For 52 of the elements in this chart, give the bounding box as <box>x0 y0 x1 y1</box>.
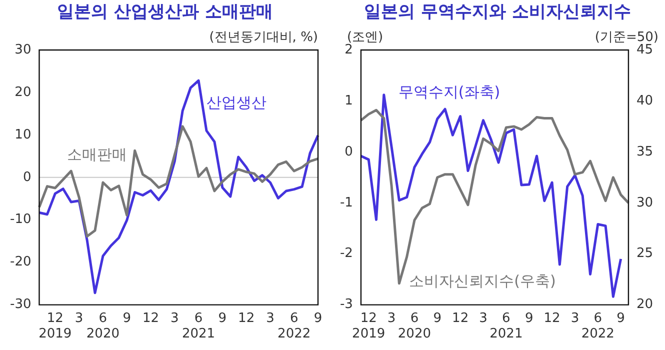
chart-title: 일본의 무역수지와 소비자신뢰지수 <box>363 1 632 24</box>
x-tick-label: 12 2019 <box>38 310 72 342</box>
x-tick-label: 3 <box>170 310 179 326</box>
y-tick-label: -20 <box>10 254 32 270</box>
x-tick-label: 6 2020 <box>398 310 432 342</box>
series-label: 소매판매 <box>67 146 128 164</box>
x-tick-label: 6 2021 <box>182 310 216 342</box>
x-tick-label: 6 2021 <box>490 310 523 342</box>
x-tick-label: 6 2022 <box>581 310 614 342</box>
x-tick-label: 6 2020 <box>86 310 120 342</box>
x-tick-label: 9 <box>218 310 227 326</box>
x-tick-label: 9 <box>433 310 442 326</box>
x-tick-label: 3 <box>479 310 488 326</box>
x-tick-label: 3 <box>387 310 396 326</box>
y-tick-label: -10 <box>10 212 32 228</box>
x-tick-label: 9 <box>524 310 534 326</box>
y-tick-label: -2 <box>340 246 353 262</box>
y2-axis-title: (기준=50) <box>594 30 658 45</box>
y-tick-label: 10 <box>14 127 32 142</box>
y2-tick-label: 25 <box>636 246 654 262</box>
y-axis-title: (전년동기대비, %) <box>209 30 318 45</box>
series-label: 무역수지(좌축) <box>398 83 500 102</box>
y2-tick-label: 35 <box>636 144 654 160</box>
y-tick-label: 20 <box>14 84 32 100</box>
x-tick-label: 12 <box>142 310 160 326</box>
x-tick-label: 12 <box>238 310 255 326</box>
y-axis-title: (조엔) <box>346 30 384 45</box>
chart-title: 일본의 산업생산과 소매판매 <box>56 1 274 24</box>
y2-tick-label: 45 <box>636 42 654 58</box>
x-tick-label: 3 <box>266 310 274 326</box>
y-tick-label: -1 <box>340 195 353 210</box>
series-label: 산업생산 <box>206 93 266 112</box>
y-tick-label: 2 <box>344 42 353 58</box>
y2-tick-label: 20 <box>636 297 654 312</box>
x-tick-label: 9 <box>616 310 625 326</box>
y2-tick-label: 30 <box>636 195 654 210</box>
x-tick-label: 6 2022 <box>278 310 311 342</box>
x-tick-label: 12 2019 <box>352 310 386 342</box>
y2-tick-label: 40 <box>636 93 654 108</box>
series-label: 소비자신뢰지수(우축) <box>409 272 556 290</box>
y-tick-label: 0 <box>344 144 353 160</box>
y-tick-label: -30 <box>10 297 32 312</box>
y-tick-label: 30 <box>14 42 32 58</box>
y-tick-label: -3 <box>340 297 353 312</box>
y-tick-label: 0 <box>22 170 32 185</box>
x-tick-label: 9 <box>314 310 322 326</box>
x-tick-label: 9 <box>122 310 131 326</box>
x-tick-label: 12 <box>544 310 560 326</box>
y-tick-label: 1 <box>344 93 353 108</box>
x-tick-label: 3 <box>570 310 580 326</box>
x-tick-label: 12 <box>452 310 469 326</box>
x-tick-label: 3 <box>74 310 84 326</box>
